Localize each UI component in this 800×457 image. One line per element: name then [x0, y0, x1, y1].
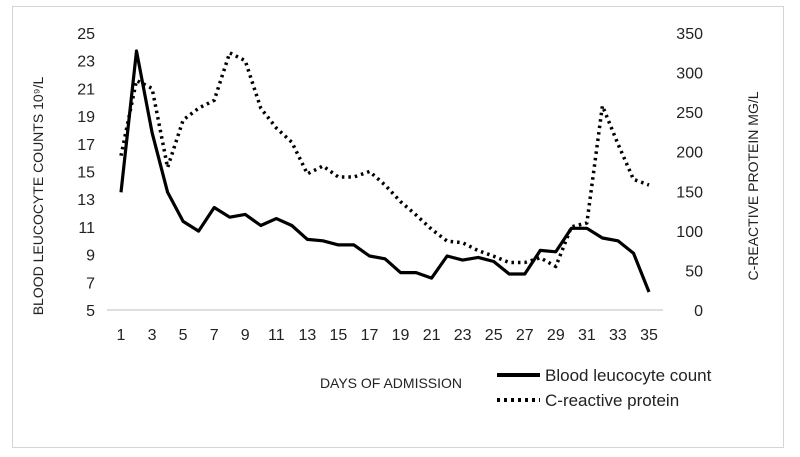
y-left-tick-label: 5: [86, 303, 95, 320]
y-left-tick-label: 11: [78, 220, 95, 237]
x-tick-label: 29: [547, 327, 565, 344]
plot-layer: 5791113151719212325050100150200250300350…: [77, 26, 703, 344]
y-left-tick-label: 9: [86, 248, 95, 265]
legend: Blood leucocyte count C-reactive protein: [497, 366, 712, 410]
y-right-tick-label: 200: [676, 145, 703, 162]
x-tick-label: 3: [148, 327, 157, 344]
y-left-tick-label: 15: [77, 165, 95, 182]
y-left-tick-label: 21: [77, 81, 95, 98]
legend-label-crp: C-reactive protein: [545, 391, 679, 410]
x-tick-label: 23: [454, 327, 472, 344]
y-left-tick-label: 25: [77, 26, 95, 43]
y-axis-title-left: BLOOD LEUCOCYTE COUNTS 10⁹/L: [30, 76, 46, 315]
y-right-tick-label: 150: [676, 184, 703, 201]
x-tick-label: 11: [268, 327, 285, 344]
y-right-tick-label: 50: [685, 263, 703, 280]
y-axis-title-right: C-REACTIVE PROTEIN MG/L: [745, 91, 761, 280]
x-tick-label: 27: [516, 327, 534, 344]
x-tick-label: 33: [609, 327, 627, 344]
y-left-tick-label: 13: [77, 192, 95, 209]
x-tick-label: 9: [241, 327, 250, 344]
x-tick-label: 25: [485, 327, 503, 344]
x-tick-label: 7: [210, 327, 219, 344]
y-right-tick-label: 300: [676, 66, 703, 83]
x-tick-label: 31: [578, 327, 596, 344]
y-right-tick-label: 350: [676, 26, 703, 43]
x-tick-label: 21: [423, 327, 441, 344]
series-line-crp: [119, 51, 650, 269]
y-left-tick-label: 23: [77, 54, 95, 71]
x-tick-label: 15: [330, 327, 348, 344]
x-tick-label: 17: [361, 327, 379, 344]
x-tick-label: 35: [640, 327, 658, 344]
series-line-leucocyte: [119, 49, 651, 293]
y-right-tick-label: 0: [694, 303, 703, 320]
y-left-tick-label: 17: [77, 137, 95, 154]
x-tick-label: 5: [179, 327, 188, 344]
x-axis-title: DAYS OF ADMISSION: [320, 375, 462, 391]
y-right-tick-label: 250: [676, 105, 703, 122]
legend-label-leucocyte: Blood leucocyte count: [545, 366, 712, 385]
x-tick-label: 1: [117, 327, 126, 344]
x-tick-label: 19: [392, 327, 410, 344]
y-left-tick-label: 7: [86, 275, 95, 292]
x-tick-label: 13: [298, 327, 316, 344]
y-right-tick-label: 100: [676, 224, 703, 241]
y-left-tick-label: 19: [77, 109, 95, 126]
